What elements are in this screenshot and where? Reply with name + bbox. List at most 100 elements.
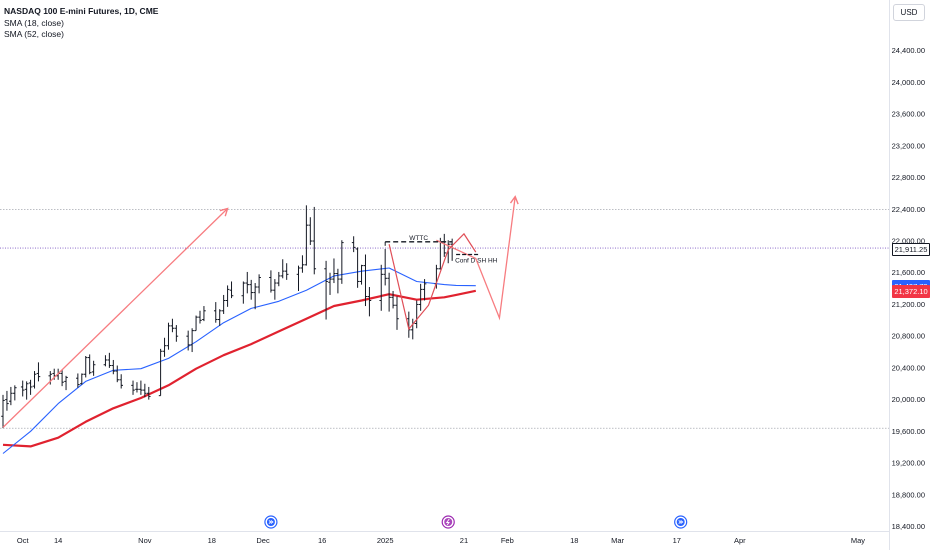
ohlc-bar [225,285,230,307]
y-tick-label: 20,000.00 [892,395,925,404]
ohlc-bar [229,281,234,299]
x-tick-label: Feb [501,536,514,545]
y-tick-label: 23,200.00 [892,141,925,150]
ohlc-bar [202,306,206,322]
ohlc-bar [407,311,411,338]
y-tick-label: 18,400.00 [892,522,925,531]
ohlc-bar [76,373,80,388]
ohlc-bar [166,322,171,350]
y-tick-label: 24,400.00 [892,46,925,55]
y-tick-label: 20,400.00 [892,363,925,372]
y-tick-label: 19,200.00 [892,459,925,468]
ohlc-bar [422,279,427,301]
ohlc-bar [64,375,68,391]
indicator-sma-52[interactable]: SMA (52, close) [4,29,64,39]
ohlc-bar [241,281,246,304]
y-tick-label: 21,600.00 [892,268,925,277]
x-tick-label: 18 [570,536,578,545]
y-tick-label: 18,800.00 [892,490,925,499]
x-tick-label: Oct [17,536,30,545]
ohlc-bar [24,381,29,400]
y-tick-label: 22,800.00 [892,173,925,182]
ohlc-bar [280,259,285,279]
ohlc-bar [304,205,309,266]
sma-18-line [2,267,476,454]
y-tick-label: 23,600.00 [892,110,925,119]
ohlc-bar [1,394,5,429]
ohlc-bar [9,386,13,406]
marker-glyph [445,518,450,526]
ohlc-bar [308,217,313,245]
ohlc-bar [221,294,226,314]
ohlc-bar [111,359,116,375]
zigzag-path [388,232,477,331]
ohlc-bar [284,263,289,280]
chart-legend: NASDAQ 100 E-mini Futures, 1D, CME SMA (… [4,6,158,41]
ohlc-bar [48,371,53,385]
ohlc-bar [340,240,344,284]
x-tick-label: 17 [673,536,681,545]
symbol-title[interactable]: NASDAQ 100 E-mini Futures, 1D, CME [4,6,159,16]
ohlc-bar [36,362,41,382]
ohlc-bar [379,264,384,311]
ohlc-bar [351,236,356,253]
sma-52-line [2,289,477,448]
ohlc-bar [146,386,151,400]
ohlc-bar [162,337,167,357]
ohlc-bar [28,379,33,395]
projection-arrow-head [509,195,519,205]
indicator-sma-18[interactable]: SMA (18, close) [4,17,64,28]
ohlc-bar [186,330,190,351]
ohlc-bar [87,354,92,375]
sma-18-path [2,267,476,454]
x-tick-label: 14 [54,536,62,545]
x-tick-label: 18 [208,536,216,545]
projection-path [436,196,516,321]
dividend-marker-icon[interactable] [264,515,278,529]
ohlc-bar [332,258,336,284]
price-axis: 18,400.00 18,800.00 19,200.00 19,600.00 20,0… [892,46,925,531]
drawings[interactable]: WTTC Conf D SH HH [2,195,519,428]
last-price-label: 21,911.25 [892,242,930,256]
trend-arrow-head [219,207,229,217]
ohlc-bar [355,247,360,288]
ohlc-bar [387,272,391,312]
ohlc-bar [324,260,328,320]
sma-52-price-label: 21,372.10 [892,285,930,299]
ohlc-bar [328,272,332,295]
ohlc-bar [257,274,261,294]
ohlc-bar [80,373,84,385]
ohlc-bar [312,206,317,275]
ohlc-bar [115,365,120,383]
event-markers[interactable] [264,515,688,529]
dividend-marker-icon[interactable] [674,515,688,529]
ohlc-bar [300,255,305,273]
ohlc-bar [5,390,9,411]
ohlc-bar [217,309,222,326]
x-tick-label: 21 [460,536,468,545]
ohlc-bar [158,348,163,397]
ohlc-bar [91,360,96,376]
y-tick-label: 21,200.00 [892,300,925,309]
x-tick-label: 16 [318,536,326,545]
currency-button[interactable]: USD [893,4,925,21]
range-lines [0,209,889,429]
marker-glyph [268,520,274,524]
earnings-marker-icon[interactable] [441,515,455,529]
ohlc-bar [414,300,419,329]
ohlc-bar [60,369,64,387]
ohlc-bar [383,248,387,286]
wttc-label: WTTC [409,235,428,242]
x-tick-label: Nov [138,536,152,545]
ohlc-bar [418,283,423,311]
ohlc-bar [296,265,301,291]
ohlc-bar [336,268,340,294]
ohlc-bar [83,356,88,378]
ohlc-bar [367,287,372,317]
ohlc-bar [363,254,368,307]
x-tick-label: May [851,536,865,545]
ohlc-bar [249,279,254,300]
x-tick-label: 2025 [377,536,394,545]
ohlc-bar [170,318,175,333]
